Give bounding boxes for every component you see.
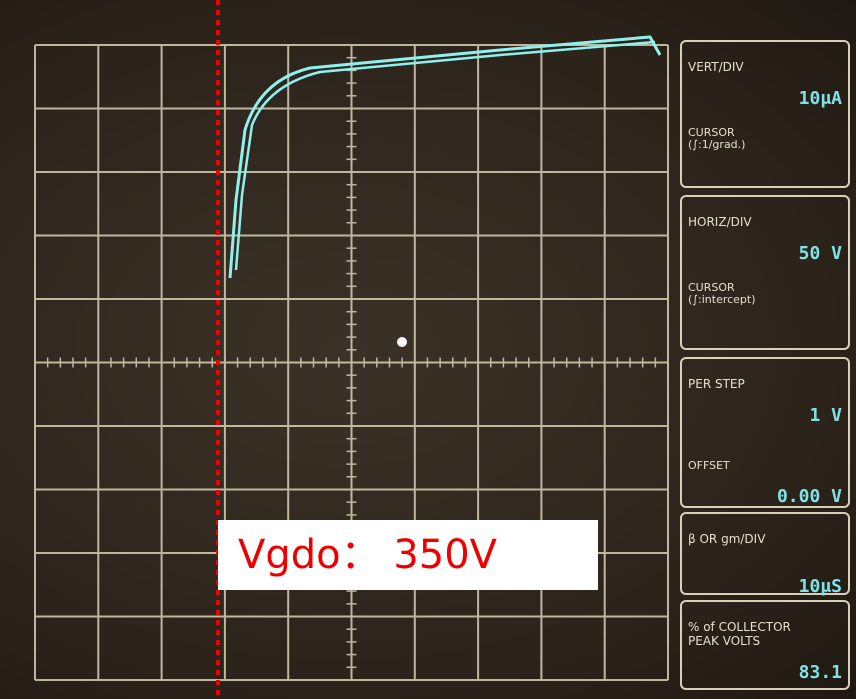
panel: HORIZ/DIV 50 V CURSOR (∫:intercept) [680,195,850,350]
trace [230,37,660,278]
panel-value: 10μA [688,88,842,109]
spot [397,337,407,347]
panel: VERT/DIV 10μA CURSOR (∫:1/grad.) [680,40,850,188]
annotation: Vgdo： 350V [218,520,598,590]
panel-note: OFFSET [688,460,842,472]
panel: β OR gm/DIV 10μS [680,512,850,595]
panel-title: β OR gm/DIV [688,532,842,546]
panel-value: 10μS [688,576,842,597]
panel-value: 83.1 [688,662,842,683]
panel-title: % of COLLECTOR PEAK VOLTS [688,620,842,648]
panel: PER STEP 1 V OFFSET 0.00 V [680,357,850,508]
panel-value: 50 V [688,243,842,264]
panel: % of COLLECTOR PEAK VOLTS 83.1 [680,600,850,690]
panel-note: CURSOR (∫:1/grad.) [688,127,842,151]
panel-value: 0.00 V [688,486,842,507]
panel-title: PER STEP [688,377,842,391]
panel-title: VERT/DIV [688,60,842,74]
panel-value: 1 V [688,405,842,426]
screen: VERT/DIV 10μA CURSOR (∫:1/grad.) HORIZ/D… [0,0,856,699]
panel-title: HORIZ/DIV [688,215,842,229]
panel-note: CURSOR (∫:intercept) [688,282,842,306]
